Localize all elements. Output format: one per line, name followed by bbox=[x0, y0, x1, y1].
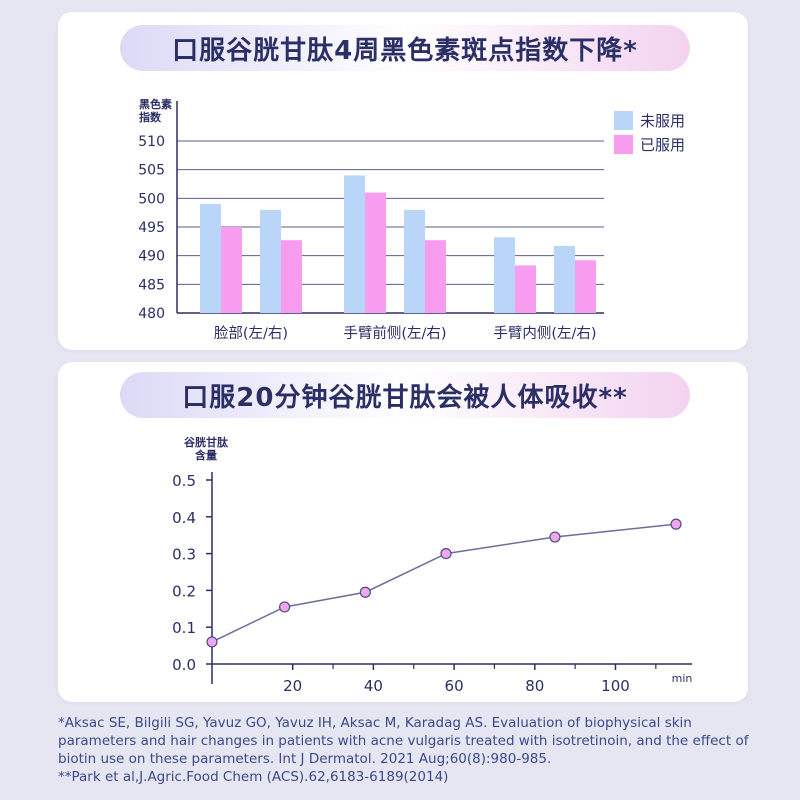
melanin-chart-title: 口服谷胱甘肽4周黑色素斑点指数下降* bbox=[120, 25, 690, 71]
data-point bbox=[279, 601, 291, 613]
x-axis-label: min bbox=[672, 672, 693, 685]
melanin-chart-card: 口服谷胱甘肽4周黑色素斑点指数下降* 黑色素 指数 480 485 490 495 500 5… bbox=[58, 12, 748, 350]
y-tick-label: 485 bbox=[138, 277, 165, 293]
reference-2: **Park et al,J.Agric.Food Chem (ACS).62,… bbox=[58, 769, 449, 785]
x-tick-label: 100 bbox=[601, 677, 630, 695]
x-tick-label: 80 bbox=[525, 677, 544, 695]
data-point bbox=[670, 518, 682, 530]
y-tick-label: 490 bbox=[138, 249, 165, 265]
y-tick-label: 495 bbox=[138, 220, 165, 236]
bar-before bbox=[200, 204, 221, 313]
y-tick-label: 0.0 bbox=[172, 656, 196, 674]
y-tick-label: 0.3 bbox=[172, 546, 196, 564]
bar-before bbox=[260, 209, 281, 313]
legend-swatch bbox=[614, 111, 633, 130]
data-point bbox=[440, 548, 452, 560]
data-point bbox=[549, 531, 561, 543]
reference-1: *Aksac SE, Bilgili SG, Yavuz GO, Yavuz I… bbox=[58, 715, 753, 767]
x-category-label: 手臂内侧(左/右) bbox=[493, 325, 596, 342]
y-tick-label: 0.4 bbox=[172, 509, 196, 527]
y-tick-label: 0.5 bbox=[172, 472, 196, 490]
bar-after bbox=[515, 265, 536, 313]
y-tick-label: 0.1 bbox=[172, 619, 196, 637]
x-category-label: 脸部(左/右) bbox=[214, 325, 288, 342]
y-axis-label: 黑色素 bbox=[139, 97, 172, 111]
bar-after bbox=[365, 192, 386, 313]
x-tick-label: 60 bbox=[445, 677, 464, 695]
bar-before bbox=[404, 209, 425, 313]
bar-before bbox=[554, 245, 575, 313]
legend-label: 已服用 bbox=[640, 136, 685, 154]
bar-after bbox=[221, 227, 242, 313]
x-tick-label: 40 bbox=[364, 677, 383, 695]
y-axis-label: 谷胱甘肽 bbox=[184, 435, 229, 449]
series-line bbox=[211, 523, 677, 643]
absorption-chart-card: 口服20分钟谷胱甘肽会被人体吸收** 谷胱甘肽 含量 0.0 0.1 0.2 0.3 0.4… bbox=[58, 362, 748, 702]
bar-before bbox=[344, 175, 365, 313]
y-tick-label: 510 bbox=[138, 134, 165, 150]
bar-after bbox=[281, 240, 302, 313]
bar-after bbox=[425, 240, 446, 313]
y-tick-label: 505 bbox=[138, 163, 165, 179]
x-tick-label: 20 bbox=[283, 677, 302, 695]
x-category-label: 手臂前侧(左/右) bbox=[343, 325, 446, 342]
y-axis-label: 含量 bbox=[194, 448, 217, 462]
data-point bbox=[359, 586, 371, 598]
y-axis-label: 指数 bbox=[139, 110, 162, 124]
legend-label: 未服用 bbox=[640, 112, 685, 130]
y-tick-label: 0.2 bbox=[172, 582, 196, 600]
legend-swatch bbox=[614, 135, 633, 154]
data-point bbox=[206, 636, 218, 648]
bar-before bbox=[494, 237, 515, 313]
y-tick-label: 500 bbox=[138, 191, 165, 207]
y-tick-label: 480 bbox=[138, 306, 165, 322]
references: *Aksac SE, Bilgili SG, Yavuz GO, Yavuz I… bbox=[58, 714, 758, 786]
bar-after bbox=[575, 260, 596, 313]
absorption-chart-title: 口服20分钟谷胱甘肽会被人体吸收** bbox=[120, 372, 690, 418]
